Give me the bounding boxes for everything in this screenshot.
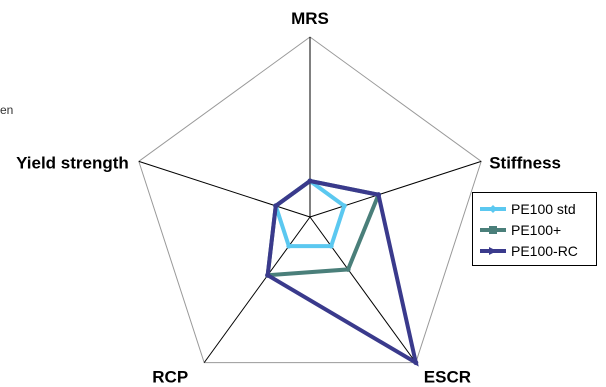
radar-axis-labels: MRS Stiffness ESCR RCP Yield strength [16,9,561,387]
radar-spoke [138,160,311,218]
series-point-2-2 [413,360,419,366]
radar-series-layer [265,178,419,367]
legend-item-pe100-std: PE100 std [479,199,576,219]
series-point-1-2 [345,266,351,272]
legend: PE100 std PE100+ PE100-RC [472,192,597,266]
series-point-2-4 [273,203,279,209]
axis-label-0: MRS [291,9,329,28]
stray-text-fragment: en [0,103,14,117]
radar-spoke [309,160,482,218]
legend-label-pe100-std: PE100 std [511,201,576,217]
legend-swatch-pe100-rc [480,247,506,255]
series-line-2 [265,178,419,367]
radar-spoke [309,216,417,363]
series-point-0-1 [341,203,347,209]
axis-label-2: ESCR [424,368,471,387]
series-point-2-1 [375,192,381,198]
radar-outer-pentagon [138,36,482,364]
legend-label-pe100-plus: PE100+ [511,222,562,238]
legend-swatch-pe100-plus [480,226,506,234]
radar-spoke [203,216,311,363]
legend-swatch-pe100-std [480,205,506,213]
series-point-2-3 [265,272,271,278]
radar-frame [138,36,482,364]
axis-label-1: Stiffness [489,153,561,172]
series-point-0-3 [286,243,292,249]
legend-label-pe100-rc: PE100-RC [511,243,578,259]
axis-label-4: Yield strength [16,153,129,172]
series-point-0-2 [328,243,334,249]
legend-item-pe100-rc: PE100-RC [479,241,578,261]
legend-item-pe100-plus: PE100+ [479,220,561,240]
series-point-2-0 [307,178,313,184]
axis-label-3: RCP [152,368,188,387]
